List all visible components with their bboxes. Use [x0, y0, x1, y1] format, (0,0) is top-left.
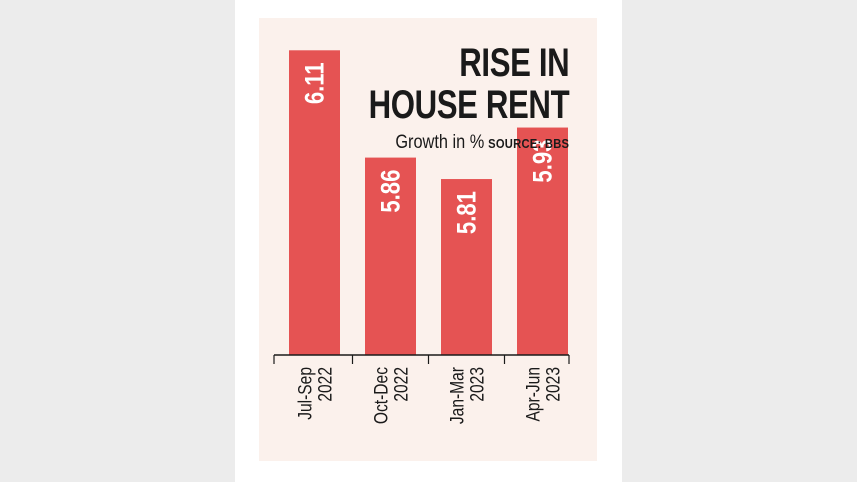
chart-title: RISE IN HOUSE RENT — [368, 42, 569, 126]
value-label-1: 5.86 — [377, 170, 407, 213]
page: 6.11 Jul-Sep 2022 5.86 Oct-Dec 2022 5.81 Jan-Ma… — [235, 0, 622, 482]
tick-label-2-line2: 2023 — [466, 367, 488, 402]
tick-label-3-line1: Apr-Jun — [522, 367, 544, 422]
tick-label-0-line2: 2022 — [314, 367, 336, 402]
chart-subtitle: Growth in % SOURCE: BBS — [395, 132, 569, 154]
bar-1 — [365, 157, 416, 355]
bar-chart: 6.11Jul-Sep20225.86Oct-Dec20225.81Jan-Ma… — [273, 50, 570, 424]
chart-panel: 6.11 Jul-Sep 2022 5.86 Oct-Dec 2022 5.81 Jan-Ma… — [259, 18, 597, 461]
tick-label-0-line1: Jul-Sep — [294, 367, 316, 420]
chart-title-line-2: HOUSE RENT — [368, 83, 569, 127]
bar-3 — [517, 127, 568, 356]
unit-label: Growth in % — [395, 132, 485, 153]
value-label-2: 5.81 — [453, 191, 483, 234]
tick-label-3-line2: 2023 — [542, 367, 564, 402]
chart-title-line-1: RISE IN — [459, 41, 569, 85]
bar-0 — [289, 50, 340, 356]
source-label: SOURCE: BBS — [487, 136, 569, 151]
value-label-0: 6.11 — [301, 62, 331, 104]
tick-label-2-line1: Jan-Mar — [446, 367, 468, 424]
value-label-3: 5.93 — [529, 140, 559, 183]
bar-2 — [441, 179, 492, 355]
tick-label-1-line2: 2022 — [390, 367, 412, 402]
tick-label-1-line1: Oct-Dec — [370, 367, 392, 424]
